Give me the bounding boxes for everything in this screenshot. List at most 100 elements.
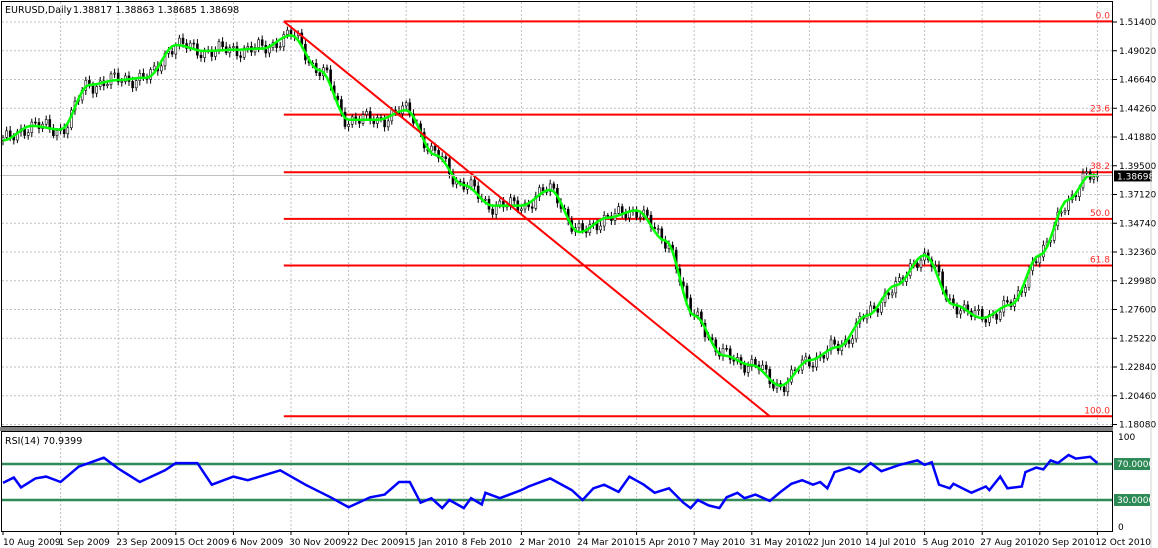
candle (977, 309, 980, 311)
candle (469, 179, 473, 188)
candle (782, 386, 786, 393)
rsi-axis-label: 0 (1118, 523, 1124, 533)
candle (257, 39, 260, 48)
symbol-timeframe: EURUSD,Daily (5, 5, 72, 16)
x-tick-label: 31 May 2010 (750, 538, 809, 548)
y-tick-label: 1.22840 (1119, 363, 1156, 373)
candle (847, 339, 851, 344)
rsi-panel-frame (1, 431, 1113, 532)
candle (235, 46, 239, 57)
candle (120, 81, 124, 83)
candle (152, 65, 156, 71)
x-tick-label: 23 Sep 2009 (116, 538, 173, 548)
y-tick-label: 1.18080 (1119, 421, 1156, 431)
candle (761, 364, 764, 370)
candle (764, 364, 768, 370)
fibonacci-retracement[interactable]: 0.0 23.6 38.2 50.0 61.8 100.0 (283, 11, 1112, 418)
panel-separator[interactable] (0, 427, 1113, 431)
candle (937, 265, 941, 273)
candle (872, 305, 876, 309)
candle (552, 183, 556, 189)
candle (980, 309, 984, 320)
x-tick-label: 27 Aug 2010 (980, 538, 1038, 548)
candle (476, 185, 480, 199)
candle (48, 119, 52, 129)
candle (160, 65, 163, 72)
candle (8, 130, 12, 138)
y-tick-label: 1.37120 (1119, 191, 1156, 201)
candle (890, 292, 894, 296)
candle (260, 39, 264, 46)
candle (548, 183, 552, 192)
candle (5, 130, 8, 138)
candle (494, 205, 498, 215)
candle (336, 95, 340, 100)
x-tick-label: 14 Jul 2010 (865, 538, 916, 548)
x-tick-label: 2 Mar 2010 (519, 538, 571, 548)
x-tick-label: 20 Sep 2010 (1038, 538, 1095, 548)
candle (754, 359, 757, 366)
x-tick-label: 7 May 2010 (692, 538, 745, 548)
candle (113, 72, 116, 75)
x-tick-label: 15 Apr 2010 (635, 538, 691, 548)
rsi-label: RSI(14) 70.9399 (5, 436, 82, 447)
y-tick-label: 1.29980 (1119, 277, 1156, 287)
x-tick-label: 30 Nov 2009 (289, 538, 347, 548)
y-tick-label: 1.51400 (1119, 18, 1156, 28)
candle (894, 281, 898, 294)
rsi-level-label: 70.0000 (1117, 460, 1154, 470)
candle (268, 47, 271, 54)
y-tick-label: 1.39500 (1119, 162, 1156, 172)
fib-trend-line[interactable] (283, 20, 771, 418)
candle (581, 223, 584, 231)
candle (44, 119, 48, 125)
candle (365, 111, 368, 115)
y-tick-label: 1.41880 (1119, 133, 1156, 143)
candle (109, 73, 113, 85)
fib-level-label: 61.8 (1090, 255, 1110, 265)
candle (606, 215, 610, 217)
candle (995, 314, 998, 320)
candle (26, 132, 30, 136)
candle (811, 365, 815, 368)
candle (804, 356, 808, 361)
x-tick-label: 15 Oct 2009 (174, 538, 230, 548)
candle (358, 120, 361, 124)
current-price-badge (1114, 170, 1152, 182)
candle (484, 198, 487, 201)
candle (887, 292, 890, 296)
candle (23, 128, 26, 136)
current-price-text: 1.38698 (1117, 172, 1154, 182)
rsi-axis-label: 100 (1118, 433, 1135, 443)
rsi-level-label: 30.0000 (1117, 496, 1154, 506)
candle (530, 206, 534, 209)
candle (599, 225, 602, 231)
candle (232, 46, 235, 49)
candle (725, 348, 728, 350)
candle (473, 179, 476, 187)
x-tick-label: 1 Sep 2009 (59, 538, 111, 548)
candle (181, 37, 185, 44)
y-tick-label: 1.46640 (1119, 76, 1156, 86)
candle (1024, 286, 1027, 293)
candle (577, 223, 581, 229)
candle (743, 364, 746, 373)
candle (437, 150, 440, 159)
candle (278, 46, 282, 48)
candle (192, 42, 196, 45)
candle (959, 310, 962, 315)
candle (1038, 256, 1042, 264)
candle (286, 29, 289, 35)
y-tick-label: 1.32360 (1119, 248, 1156, 258)
candle (520, 208, 523, 211)
candle (638, 216, 642, 219)
candle (318, 72, 322, 77)
candle (116, 72, 120, 83)
candle (746, 366, 750, 373)
candle (919, 259, 923, 268)
candle (347, 123, 350, 127)
x-tick-label: 24 Mar 2010 (577, 538, 634, 548)
candle (491, 208, 494, 215)
